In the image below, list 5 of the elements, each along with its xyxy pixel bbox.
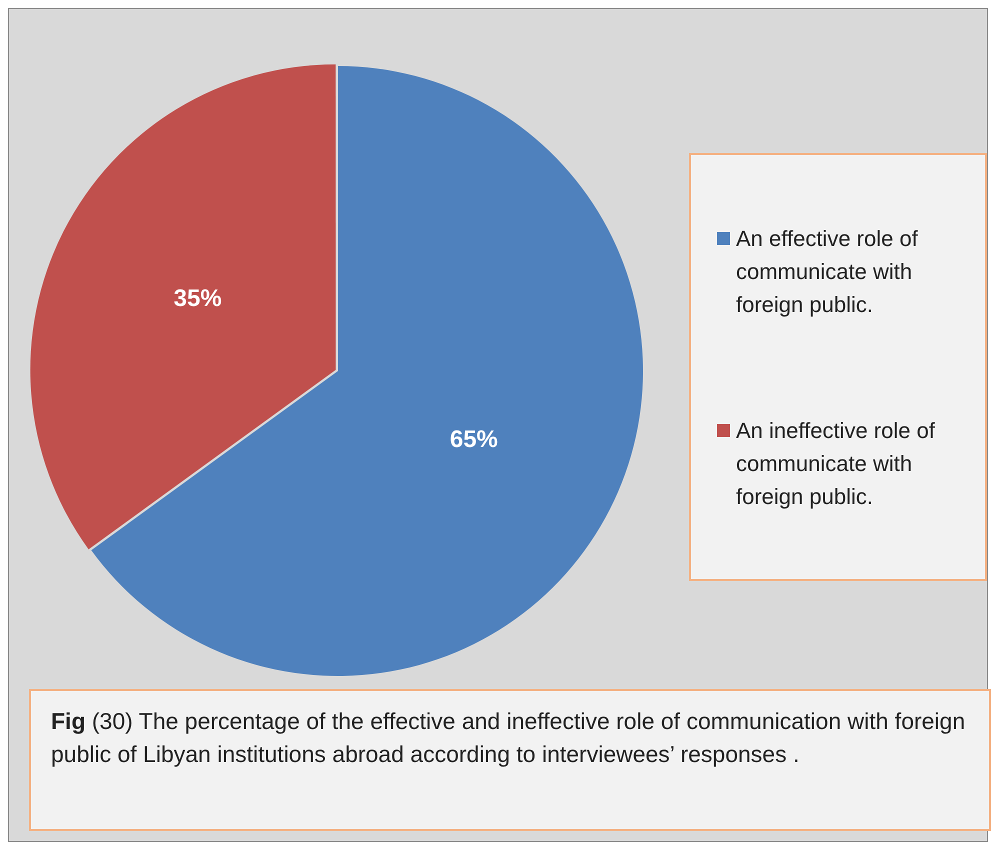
data-label: 65%	[450, 426, 498, 453]
text: Fig (30) The percentage of the effective and ineffective role of communication with foreign public of Libyan institutions abroad according to interviewees’ responses .	[29, 689, 991, 831]
legend-label: An effective role of communicate with foreign public.	[736, 224, 919, 319]
data-label: 35%	[174, 285, 222, 312]
legend-label: An ineffective role of communicate with foreign public.	[736, 416, 936, 511]
